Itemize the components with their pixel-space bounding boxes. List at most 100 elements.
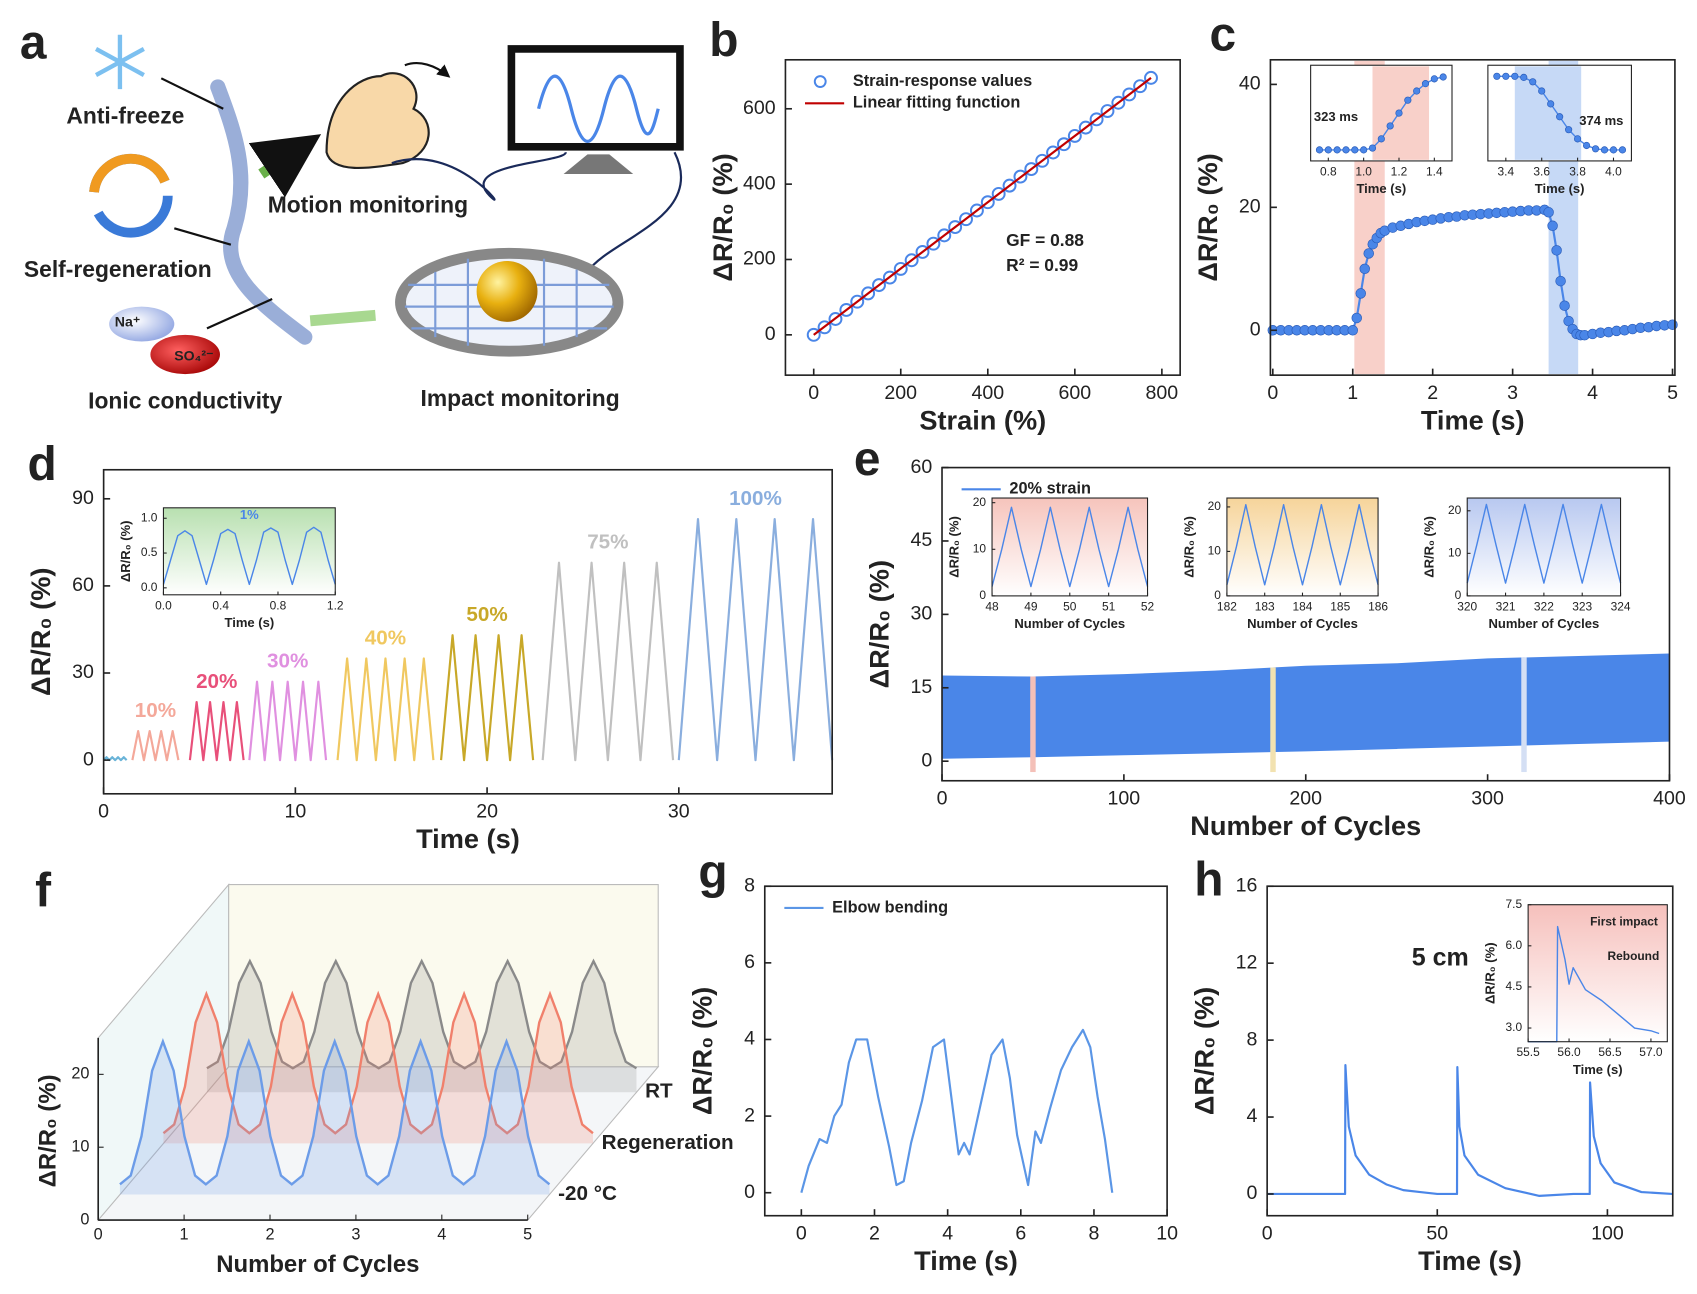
x-tick-label: 0.8 — [1320, 164, 1337, 178]
y-axis-title: ΔR/R₀ (%) — [1181, 516, 1196, 578]
x-axis-title: Time (s) — [224, 615, 274, 630]
series-line — [439, 634, 535, 762]
data-point — [1355, 288, 1366, 299]
x-tick-label: 183 — [1255, 599, 1275, 613]
plot-frame — [784, 58, 1181, 376]
plot-background — [1467, 498, 1621, 596]
x-tick-label: 0.0 — [155, 598, 172, 612]
plot-background — [1226, 498, 1379, 596]
regen-icon — [88, 153, 173, 238]
y-tick-label: 200 — [743, 248, 776, 270]
series-line — [131, 729, 180, 762]
x-tick-label: 100 — [1591, 1222, 1624, 1244]
connector — [174, 227, 232, 246]
x-tick-label: 0 — [98, 801, 109, 823]
y-tick-label: 0.5 — [141, 545, 158, 559]
connector — [160, 77, 224, 110]
y-tick-label: 6 — [744, 951, 755, 973]
feature-label: Self-regeneration — [24, 256, 212, 282]
data-point — [1430, 75, 1438, 83]
x-tick-label: 320 — [1457, 599, 1477, 613]
series-label: 30% — [267, 650, 308, 673]
legend-label: Strain-response values — [853, 72, 1032, 90]
series-label: Regeneration — [602, 1131, 734, 1154]
series-line — [102, 756, 128, 762]
y-axis-title: ΔR/R₀ (%) — [118, 521, 133, 583]
y-axis-title: ΔR/R₀ (%) — [946, 516, 961, 578]
y-tick-label: 10 — [1208, 544, 1222, 558]
x-tick-label: 55.5 — [1516, 1045, 1540, 1059]
x-axis-title: Number of Cycles — [1247, 616, 1358, 631]
series-label: 50% — [466, 603, 507, 626]
data-point — [1359, 263, 1370, 275]
x-tick-label: 0 — [937, 788, 948, 810]
x-tick-label: 400 — [1653, 788, 1686, 810]
data-point — [1547, 100, 1555, 108]
data-point — [1600, 146, 1609, 154]
x-tick-label: 52 — [1141, 599, 1155, 613]
x-tick-label: 186 — [1368, 599, 1388, 613]
y-tick-label: 60 — [72, 574, 94, 596]
y-axis-title: ΔR/R₀ (%) — [1422, 516, 1437, 578]
x-tick-label: 322 — [1534, 599, 1554, 613]
x-tick-label: 600 — [1059, 382, 1092, 404]
panel-label: a — [20, 16, 47, 69]
y-tick-label: 4 — [744, 1028, 755, 1050]
x-tick-label: 321 — [1496, 599, 1516, 613]
x-axis-title: Number of Cycles — [1488, 616, 1599, 631]
cable — [391, 151, 567, 201]
y-tick-label: 0 — [744, 1181, 755, 1203]
plot-background — [1528, 904, 1668, 1042]
ion-label: SO₄²⁻ — [174, 347, 213, 363]
highlight-bar — [1030, 676, 1036, 773]
plot-frame — [1310, 64, 1453, 162]
x-tick-label: 200 — [1289, 788, 1322, 810]
plot-background — [764, 886, 1168, 1216]
y-tick-label: 0 — [921, 749, 932, 771]
x-tick-label: 4 — [1587, 382, 1598, 404]
data-point — [1333, 146, 1341, 154]
y-tick-label: 8 — [1246, 1028, 1257, 1050]
series-label: 20% — [196, 670, 237, 693]
plot-frame — [1527, 904, 1668, 1043]
x-axis-title: Time (s) — [1418, 1245, 1522, 1276]
data-point — [1421, 80, 1430, 88]
snowflake-icon — [94, 34, 145, 90]
x-tick-label: 1.4 — [1426, 164, 1443, 178]
feature-label: Motion monitoring — [268, 192, 468, 218]
y-tick-label: 30 — [910, 603, 932, 625]
y-tick-label: 0 — [80, 1210, 89, 1228]
series-label: 75% — [587, 531, 628, 554]
x-tick-label: 0 — [808, 382, 819, 404]
data-point — [1559, 300, 1570, 311]
y-tick-label: 400 — [743, 172, 776, 194]
x-axis-title: Time (s) — [1421, 404, 1525, 435]
x-tick-label: 51 — [1102, 599, 1116, 613]
y-tick-label: 20 — [1208, 499, 1222, 513]
data-point — [1502, 72, 1510, 80]
y-tick-label: 600 — [743, 97, 776, 119]
series-label: RT — [645, 1080, 673, 1103]
data-point — [1582, 141, 1591, 150]
data-point — [1413, 87, 1421, 95]
series-area — [206, 961, 637, 1093]
series-line — [162, 526, 336, 586]
panel-label: g — [698, 846, 727, 899]
x-tick-label: 49 — [1024, 599, 1038, 613]
y-tick-label: 0 — [1214, 588, 1221, 602]
data-point — [1439, 73, 1447, 81]
x-tick-label: 56.0 — [1557, 1045, 1581, 1059]
data-point — [1386, 122, 1394, 130]
panel-label: f — [35, 864, 52, 917]
arrow — [309, 309, 376, 327]
x-tick-label: 30 — [668, 801, 690, 823]
x-tick-label: 1.2 — [1391, 164, 1408, 178]
y-tick-label: 8 — [744, 874, 755, 896]
x-tick-label: 3 — [351, 1226, 360, 1244]
band-area — [942, 653, 1670, 759]
connector — [206, 298, 273, 330]
y-tick-label: 0 — [1246, 1182, 1257, 1204]
data-point — [1511, 72, 1519, 80]
x-tick-label: 0 — [1262, 1222, 1273, 1244]
x-tick-label: 1 — [1347, 382, 1358, 404]
